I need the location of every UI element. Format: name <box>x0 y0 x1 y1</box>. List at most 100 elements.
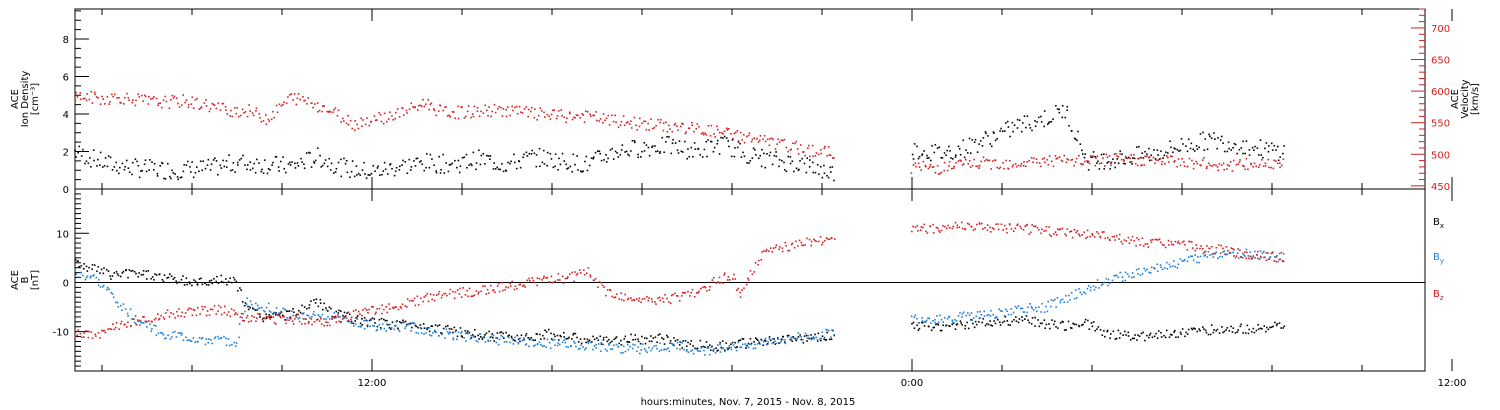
data-point <box>1025 126 1027 129</box>
data-point <box>545 277 547 279</box>
data-point <box>1066 228 1069 230</box>
data-point <box>82 148 84 151</box>
data-point <box>1225 329 1227 331</box>
data-point <box>134 104 137 107</box>
data-point <box>396 108 399 110</box>
data-point <box>1244 152 1246 155</box>
data-point <box>455 329 457 332</box>
data-point <box>583 273 586 276</box>
data-point <box>488 330 490 333</box>
data-point <box>1264 164 1267 167</box>
data-point <box>202 308 204 311</box>
data-point <box>809 155 811 158</box>
data-point <box>475 290 478 292</box>
data-point <box>366 323 369 326</box>
data-point <box>714 351 717 354</box>
data-point <box>676 339 679 341</box>
data-point <box>301 304 303 307</box>
data-point <box>135 99 137 102</box>
data-point <box>322 105 324 107</box>
data-point <box>393 328 395 331</box>
data-point <box>605 154 607 156</box>
data-point <box>501 163 503 165</box>
data-point <box>513 153 515 156</box>
data-point <box>443 172 446 174</box>
data-point <box>1106 329 1109 332</box>
data-point <box>141 94 143 97</box>
data-point <box>996 317 998 319</box>
data-point <box>970 225 973 228</box>
data-point <box>723 130 726 133</box>
data-point <box>157 332 160 335</box>
data-point <box>246 297 248 300</box>
data-point <box>801 244 803 247</box>
data-point <box>1247 255 1250 257</box>
data-point <box>1264 147 1266 150</box>
data-point <box>1173 331 1175 333</box>
data-point <box>233 341 236 344</box>
data-point <box>1122 162 1125 165</box>
data-point <box>515 105 518 108</box>
data-point <box>1023 115 1026 117</box>
data-point <box>611 147 614 150</box>
data-point <box>630 297 632 299</box>
data-point <box>550 332 552 335</box>
data-point <box>454 291 457 294</box>
data-point <box>357 310 360 313</box>
data-point <box>223 165 226 168</box>
data-point <box>1124 163 1126 165</box>
data-point <box>818 173 820 175</box>
data-point <box>722 132 724 135</box>
data-point <box>199 313 201 315</box>
data-point <box>368 308 370 311</box>
data-point <box>300 323 303 325</box>
data-point <box>1186 150 1189 153</box>
data-point <box>1027 319 1029 322</box>
data-point <box>764 140 767 143</box>
data-point <box>310 166 313 168</box>
data-point <box>719 343 721 346</box>
data-point <box>354 323 357 325</box>
data-point <box>633 116 636 119</box>
data-point <box>265 306 268 309</box>
data-point <box>579 272 582 274</box>
data-point <box>439 104 442 107</box>
data-point <box>194 341 196 343</box>
data-point <box>519 111 522 114</box>
data-point <box>491 110 493 113</box>
data-point <box>712 349 714 352</box>
data-point <box>1223 150 1226 153</box>
data-point <box>167 334 169 337</box>
data-point <box>124 308 127 310</box>
data-point <box>117 274 120 277</box>
data-point <box>509 114 511 117</box>
data-point <box>820 148 822 151</box>
data-point <box>829 154 832 157</box>
data-point <box>1250 162 1252 165</box>
data-point <box>141 322 144 324</box>
data-point <box>928 325 930 328</box>
data-point <box>207 284 210 286</box>
data-point <box>1065 329 1067 331</box>
data-point <box>561 152 564 155</box>
data-point <box>1254 145 1256 148</box>
data-point <box>505 341 508 343</box>
data-point <box>987 313 990 316</box>
data-point <box>557 279 559 281</box>
data-point <box>801 157 803 160</box>
data-point <box>1152 238 1154 241</box>
data-point <box>215 160 218 162</box>
data-point <box>150 277 152 280</box>
data-point <box>543 337 546 340</box>
data-point <box>690 146 692 149</box>
data-point <box>823 147 826 150</box>
data-point <box>474 328 476 331</box>
data-point <box>1155 332 1157 335</box>
data-point <box>1034 325 1036 327</box>
data-point <box>1213 252 1216 255</box>
data-point <box>1003 314 1006 317</box>
data-point <box>1251 146 1254 149</box>
data-point <box>172 278 175 280</box>
data-point <box>182 94 184 96</box>
data-point <box>949 227 951 229</box>
